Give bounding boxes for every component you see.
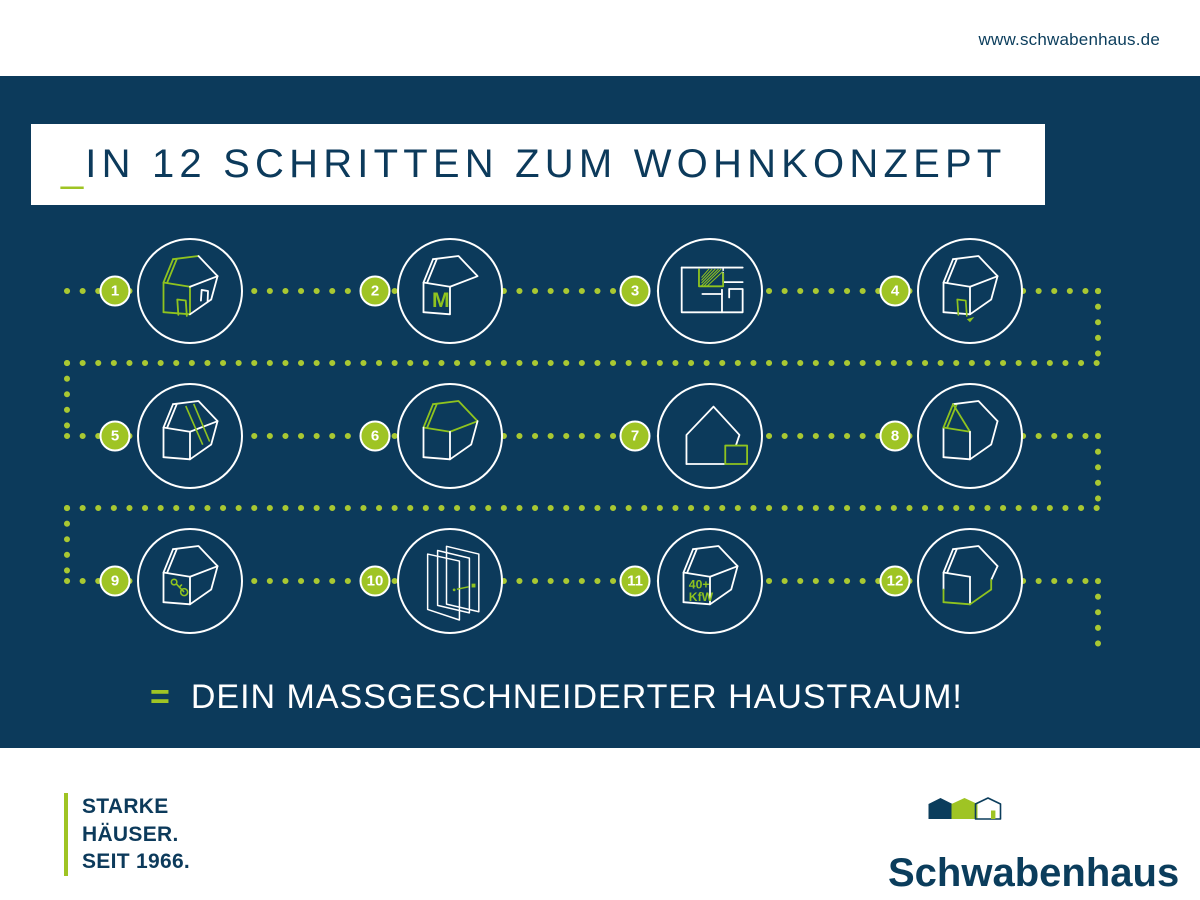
svg-text:M: M	[432, 289, 450, 312]
svg-text:KfW: KfW	[689, 590, 714, 604]
